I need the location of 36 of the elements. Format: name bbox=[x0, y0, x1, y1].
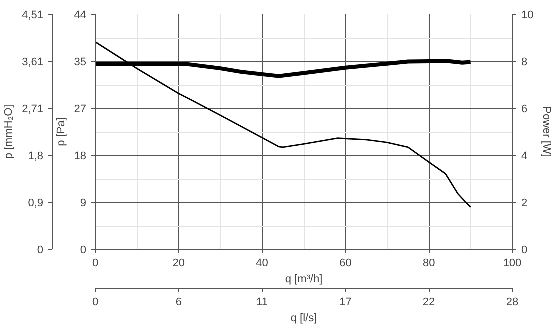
x-axis-title: q [m³/h] bbox=[285, 274, 323, 286]
x-tick-label: 20 bbox=[172, 258, 186, 270]
y-tick-label: 35 bbox=[74, 56, 87, 68]
y2-tick-label: 8 bbox=[522, 56, 528, 68]
y3-tick-label: 4,51 bbox=[22, 10, 44, 22]
y2-axis-title: Power [W] bbox=[540, 106, 553, 158]
x-tick-label: 40 bbox=[256, 258, 268, 270]
x2-tick-label: 11 bbox=[256, 296, 268, 308]
y2-tick-label: 6 bbox=[522, 104, 528, 116]
y2-tick-label: 0 bbox=[522, 244, 528, 256]
x-tick-label: 100 bbox=[503, 258, 522, 270]
y2-tick-label: 10 bbox=[522, 10, 534, 22]
x2-tick-label: 17 bbox=[340, 296, 352, 308]
y3-tick-label: 2,71 bbox=[22, 104, 44, 116]
x-tick-label: 0 bbox=[92, 258, 99, 270]
line-series bbox=[96, 41, 472, 208]
y3-tick-label: 0,9 bbox=[28, 198, 44, 210]
x2-tick-label: 22 bbox=[422, 296, 436, 308]
y3-tick-label: 0 bbox=[37, 244, 44, 256]
x2-axis-title: q [l/s] bbox=[290, 312, 318, 324]
y-tick-label: 27 bbox=[74, 104, 87, 116]
x-tick-label: 60 bbox=[340, 258, 352, 270]
y2-tick-label: 4 bbox=[522, 150, 528, 162]
y2-tick-label: 2 bbox=[522, 198, 528, 210]
y-tick-label: 44 bbox=[74, 10, 87, 22]
y-axis-title: p [Pa] bbox=[55, 118, 68, 146]
y3-tick-label: 3,61 bbox=[22, 56, 44, 68]
x2-tick-label: 0 bbox=[92, 296, 99, 308]
x2-tick-label: 6 bbox=[176, 296, 182, 308]
y-tick-label: 18 bbox=[74, 150, 87, 162]
x2-tick-label: 28 bbox=[506, 296, 519, 308]
y3-tick-label: 1,8 bbox=[28, 150, 44, 162]
x-tick-label: 80 bbox=[422, 258, 436, 270]
y-tick-label: 9 bbox=[80, 198, 87, 210]
y-tick-label: 0 bbox=[80, 244, 87, 256]
y3-axis-title: p [mmH₂O] bbox=[3, 104, 16, 160]
